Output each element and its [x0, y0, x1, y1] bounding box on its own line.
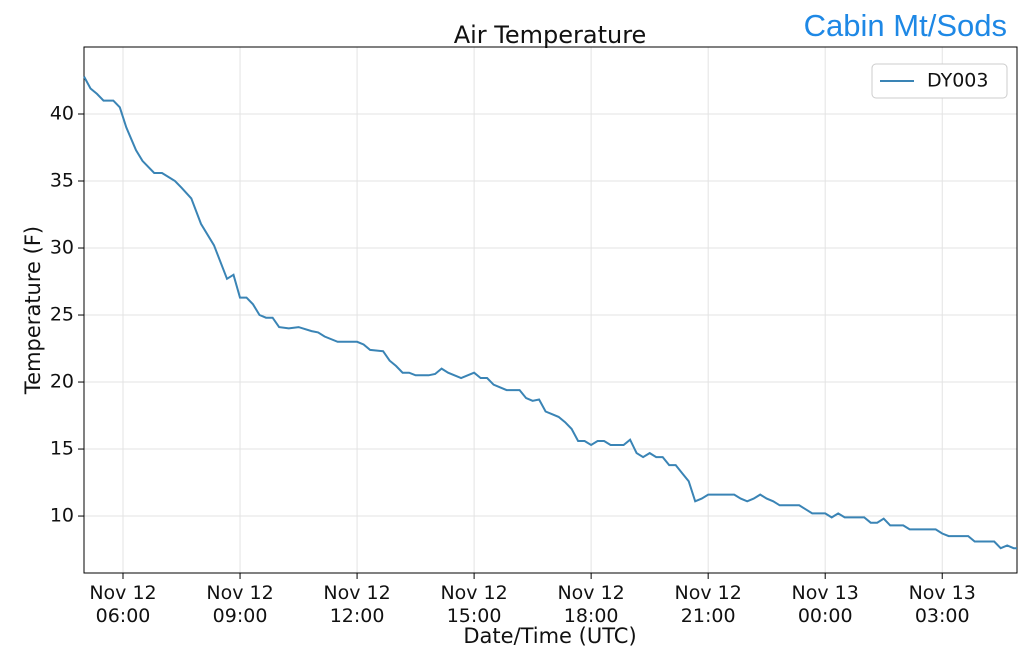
x-tick-label: Nov 12 12:00 [323, 582, 390, 627]
x-tick-time: 21:00 [681, 605, 736, 627]
x-tick-date: Nov 12 [440, 582, 507, 604]
x-tick-time: 06:00 [96, 605, 151, 627]
legend-box [871, 63, 1008, 99]
x-tick-time: 18:00 [564, 605, 619, 627]
x-tick-label: Nov 12 09:00 [206, 582, 273, 627]
data-line [83, 76, 1017, 550]
x-tick-date: Nov 12 [675, 582, 742, 604]
station-label: Cabin Mt/Sods [804, 8, 1007, 43]
x-tick-date: Nov 12 [206, 582, 273, 604]
x-tick-date: Nov 12 [557, 582, 624, 604]
y-tick-label: 40 [50, 103, 74, 125]
x-tick-date: Nov 13 [909, 582, 976, 604]
y-tick-label: 25 [50, 304, 74, 326]
plot-frame [83, 46, 1018, 574]
x-tick-time: 03:00 [915, 605, 970, 627]
x-tick-label: Nov 13 03:00 [909, 582, 976, 627]
x-tick-time: 15:00 [447, 605, 502, 627]
x-tick-label: Nov 12 18:00 [557, 582, 624, 627]
x-tick-date: Nov 12 [89, 582, 156, 604]
y-axis-title: Temperature (F) [21, 226, 45, 395]
y-tick-label: 20 [50, 371, 74, 393]
x-axis-title: Date/Time (UTC) [463, 624, 636, 648]
x-tick-date: Nov 12 [323, 582, 390, 604]
chart-title: Air Temperature [454, 21, 647, 49]
x-tick-time: 09:00 [213, 605, 268, 627]
x-tick-label: Nov 12 21:00 [675, 582, 742, 627]
x-tick-time: 00:00 [798, 605, 853, 627]
legend-label: DY003 [927, 70, 988, 92]
x-tick-label: Nov 13 00:00 [792, 582, 859, 627]
x-tick-label: Nov 12 06:00 [89, 582, 156, 627]
y-tick-label: 35 [50, 170, 74, 192]
y-tick-label: 15 [50, 438, 74, 460]
x-tick-label: Nov 12 15:00 [440, 582, 507, 627]
y-tick-label: 10 [50, 505, 74, 527]
y-tick-label: 30 [50, 237, 74, 259]
x-tick-time: 12:00 [330, 605, 385, 627]
x-tick-date: Nov 13 [792, 582, 859, 604]
